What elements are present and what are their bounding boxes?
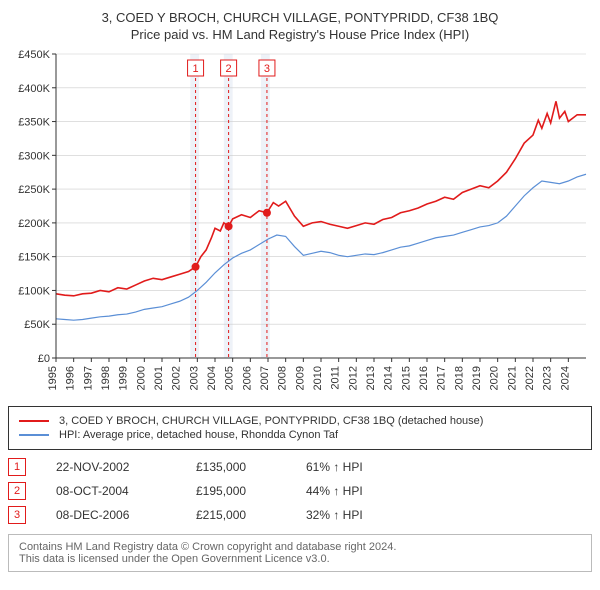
event-marker: 2 (8, 482, 26, 500)
svg-text:£250K: £250K (18, 184, 50, 196)
svg-text:2019: 2019 (471, 366, 483, 390)
svg-text:2011: 2011 (330, 366, 342, 390)
legend-item: HPI: Average price, detached house, Rhon… (19, 429, 581, 441)
svg-text:2009: 2009 (294, 366, 306, 390)
svg-text:2007: 2007 (259, 366, 271, 390)
svg-text:2: 2 (226, 63, 232, 75)
chart-area: £0 £50K £100K £150K £200K £250K £300K £350K £400… (8, 48, 592, 398)
legend-item: 3, COED Y BROCH, CHURCH VILLAGE, PONTYPR… (19, 415, 581, 427)
event-pct: 44% ↑ HPI (306, 484, 363, 498)
svg-text:2001: 2001 (153, 366, 165, 390)
event-marker: 1 (8, 458, 26, 476)
svg-text:2008: 2008 (277, 366, 289, 390)
svg-text:1995: 1995 (47, 366, 59, 390)
svg-text:1999: 1999 (118, 366, 130, 390)
svg-text:£350K: £350K (18, 117, 50, 129)
svg-text:£450K: £450K (18, 49, 50, 61)
footer-attribution: Contains HM Land Registry data © Crown c… (8, 534, 592, 572)
event-row: 3 08-DEC-2006 £215,000 32% ↑ HPI (8, 506, 592, 524)
svg-text:2006: 2006 (241, 366, 253, 390)
svg-text:2003: 2003 (188, 366, 200, 390)
svg-text:1998: 1998 (100, 366, 112, 390)
chart-svg: £0 £50K £100K £150K £200K £250K £300K £350K £400… (8, 48, 592, 398)
svg-text:2016: 2016 (418, 366, 430, 390)
svg-text:2023: 2023 (542, 366, 554, 390)
svg-text:2005: 2005 (224, 366, 236, 390)
svg-text:2004: 2004 (206, 366, 218, 390)
svg-text:2022: 2022 (524, 366, 536, 390)
event-price: £215,000 (196, 508, 276, 522)
event-price: £135,000 (196, 460, 276, 474)
event-marker: 3 (8, 506, 26, 524)
events-table: 1 22-NOV-2002 £135,000 61% ↑ HPI 2 08-OCT-200… (8, 458, 592, 524)
svg-text:2020: 2020 (489, 366, 501, 390)
chart-title-line2: Price paid vs. HM Land Registry's House … (8, 27, 592, 42)
svg-text:2013: 2013 (365, 366, 377, 390)
svg-text:2017: 2017 (436, 366, 448, 390)
event-date: 22-NOV-2002 (56, 460, 166, 474)
svg-text:£0: £0 (38, 353, 50, 365)
legend-swatch (19, 434, 49, 436)
svg-text:£150K: £150K (18, 252, 50, 264)
event-date: 08-OCT-2004 (56, 484, 166, 498)
event-row: 1 22-NOV-2002 £135,000 61% ↑ HPI (8, 458, 592, 476)
svg-text:£100K: £100K (18, 285, 50, 297)
svg-text:1: 1 (193, 63, 199, 75)
event-pct: 61% ↑ HPI (306, 460, 363, 474)
event-price: £195,000 (196, 484, 276, 498)
svg-text:2018: 2018 (453, 366, 465, 390)
svg-text:1996: 1996 (65, 366, 77, 390)
svg-text:1997: 1997 (82, 366, 94, 390)
svg-text:£300K: £300K (18, 150, 50, 162)
svg-text:2012: 2012 (347, 366, 359, 390)
svg-text:2002: 2002 (171, 366, 183, 390)
svg-text:2000: 2000 (135, 366, 147, 390)
event-row: 2 08-OCT-2004 £195,000 44% ↑ HPI (8, 482, 592, 500)
legend: 3, COED Y BROCH, CHURCH VILLAGE, PONTYPR… (8, 406, 592, 450)
svg-text:2010: 2010 (312, 366, 324, 390)
svg-text:£400K: £400K (18, 83, 50, 95)
footer-line1: Contains HM Land Registry data © Crown c… (19, 541, 581, 553)
footer-line2: This data is licensed under the Open Gov… (19, 553, 581, 565)
svg-text:£200K: £200K (18, 218, 50, 230)
svg-text:2015: 2015 (400, 366, 412, 390)
legend-label: HPI: Average price, detached house, Rhon… (59, 429, 338, 441)
svg-text:2024: 2024 (559, 366, 571, 390)
event-pct: 32% ↑ HPI (306, 508, 363, 522)
legend-swatch (19, 420, 49, 422)
svg-text:2014: 2014 (383, 366, 395, 390)
chart-title-line1: 3, COED Y BROCH, CHURCH VILLAGE, PONTYPR… (8, 10, 592, 25)
svg-text:2021: 2021 (506, 366, 518, 390)
svg-text:£50K: £50K (24, 319, 50, 331)
svg-text:3: 3 (264, 63, 270, 75)
legend-label: 3, COED Y BROCH, CHURCH VILLAGE, PONTYPR… (59, 415, 483, 427)
event-date: 08-DEC-2006 (56, 508, 166, 522)
